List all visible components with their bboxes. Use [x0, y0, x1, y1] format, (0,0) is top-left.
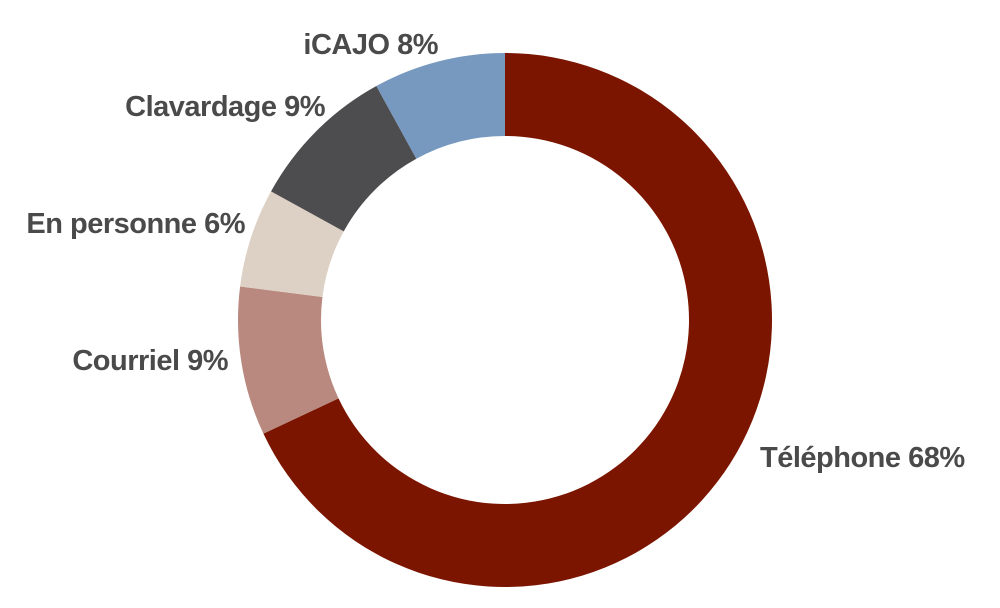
slice-clavardage: [271, 86, 417, 232]
slice-label-en-personne: En personne 6%: [26, 208, 245, 240]
slice-label-courriel: Courriel 9%: [72, 345, 228, 377]
slice-labels: Téléphone 68% Courriel 9% En personne 6% Cl…: [26, 29, 965, 474]
slice-t-l-phone: [263, 53, 772, 588]
slice-courriel: [238, 286, 339, 434]
donut-slices: [238, 53, 772, 588]
slice-label-t-l-phone: Téléphone 68%: [760, 442, 965, 474]
slice-icajo: [376, 53, 505, 159]
slice-en-personne: [240, 191, 344, 297]
slice-label-icajo: iCAJO 8%: [303, 29, 438, 61]
slice-label-clavardage: Clavardage 9%: [125, 91, 326, 123]
